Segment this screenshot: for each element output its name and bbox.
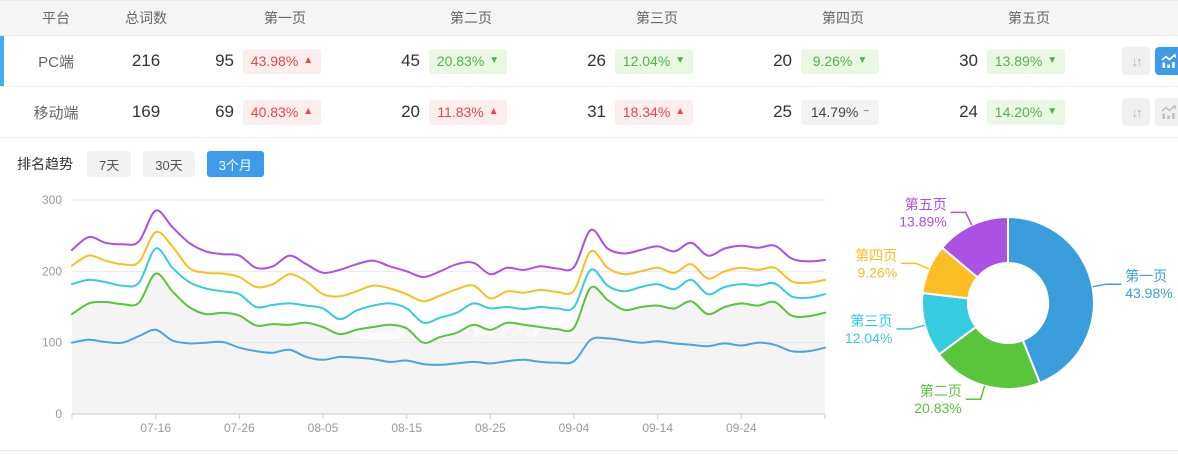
- page3-change-badge: 12.04% ▼: [615, 48, 693, 74]
- page3-cell: 26 12.04% ▼: [564, 48, 750, 74]
- down-arrow-icon: ▼: [489, 54, 500, 66]
- svg-text:第一页: 第一页: [1125, 268, 1167, 284]
- trend-toolbar: 排名趋势 7天 30天 3个月: [0, 138, 1178, 190]
- table-row-mobile[interactable]: 移动端 169 69 40.83% ▲ 20 11.83% ▲ 31 18.34% ▲…: [0, 87, 1178, 138]
- down-arrow-icon: ▼: [857, 54, 868, 66]
- trend-chart-icon: [1161, 53, 1177, 68]
- page5-cell: 24 14.20% ▼: [936, 99, 1122, 125]
- bottom-divider: [0, 450, 1178, 451]
- ranking-table: 平台 总词数 第一页 第二页 第三页 第四页 第五页 PC端 216 95 43…: [0, 0, 1178, 138]
- platform-label: PC端: [38, 53, 74, 71]
- platform-label: 移动端: [33, 104, 79, 122]
- page2-change-badge: 20.83% ▼: [429, 48, 507, 74]
- page3-change-badge: 18.34% ▲: [615, 99, 693, 125]
- down-arrow-icon: ▼: [1047, 105, 1058, 117]
- up-arrow-icon: ▲: [675, 105, 686, 117]
- page2-count: 20: [401, 102, 420, 121]
- header-total-words: 总词数: [125, 10, 167, 26]
- page5-count: 30: [959, 51, 978, 70]
- svg-text:08-25: 08-25: [475, 421, 506, 435]
- svg-text:13.89%: 13.89%: [899, 213, 946, 229]
- page1-change-badge: 43.98% ▲: [243, 48, 321, 74]
- page5-cell: 30 13.89% ▼: [936, 48, 1122, 74]
- header-page5: 第五页: [1008, 10, 1050, 26]
- svg-text:0: 0: [55, 407, 62, 421]
- page2-count: 45: [401, 51, 420, 70]
- svg-text:09-04: 09-04: [559, 421, 590, 435]
- page4-cell: 20 9.26% ▼: [750, 48, 936, 74]
- page2-cell: 45 20.83% ▼: [378, 48, 564, 74]
- svg-text:9.26%: 9.26%: [857, 264, 897, 280]
- svg-text:07-26: 07-26: [224, 421, 255, 435]
- ranking-trend-line-chart: 爱站网 07-16 07-26 08-05 08-15 08-25 09-04 09-14 09…: [42, 193, 826, 435]
- header-page1: 第一页: [264, 10, 306, 26]
- svg-text:08-05: 08-05: [308, 421, 339, 435]
- svg-text:第五页: 第五页: [905, 196, 947, 212]
- page2-cell: 20 11.83% ▲: [378, 99, 564, 125]
- page4-count: 20: [773, 51, 792, 70]
- trend-chart-icon: [1161, 104, 1177, 119]
- total-words-value: 216: [131, 51, 161, 70]
- svg-text:20.83%: 20.83%: [914, 400, 961, 416]
- page1-count: 69: [215, 102, 234, 121]
- row-actions: ↓↑: [1122, 47, 1178, 75]
- sort-button[interactable]: ↓↑: [1122, 98, 1150, 126]
- header-page4: 第四页: [822, 10, 864, 26]
- page1-cell: 95 43.98% ▲: [192, 48, 378, 74]
- svg-text:12.04%: 12.04%: [845, 330, 892, 346]
- svg-text:300: 300: [42, 193, 62, 207]
- tab-3months[interactable]: 3个月: [206, 151, 264, 177]
- page4-cell: 25 14.79% −: [750, 99, 936, 125]
- svg-text:爱站网: 爱站网: [410, 293, 542, 342]
- up-arrow-icon: ▲: [303, 54, 314, 66]
- charts-area: 爱站网 07-16 07-26 08-05 08-15 08-25 09-04 09-14 09…: [0, 190, 1178, 454]
- page2-change-badge: 11.83% ▲: [429, 99, 507, 125]
- svg-text:200: 200: [42, 264, 62, 278]
- page4-change-badge: 9.26% ▼: [801, 48, 879, 74]
- svg-text:43.98%: 43.98%: [1125, 285, 1172, 301]
- svg-text:08-15: 08-15: [391, 421, 422, 435]
- page3-cell: 31 18.34% ▲: [564, 99, 750, 125]
- tab-30days[interactable]: 30天: [143, 151, 195, 177]
- trend-chart-button[interactable]: [1155, 47, 1178, 75]
- page1-cell: 69 40.83% ▲: [192, 99, 378, 125]
- down-arrow-icon: ▼: [1047, 54, 1058, 66]
- page5-count: 24: [959, 102, 978, 121]
- table-header-row: 平台 总词数 第一页 第二页 第三页 第四页 第五页: [0, 0, 1178, 36]
- sort-button[interactable]: ↓↑: [1122, 47, 1150, 75]
- page3-count: 26: [587, 51, 606, 70]
- table-row-pc[interactable]: PC端 216 95 43.98% ▲ 45 20.83% ▼ 26 12.04% ▼…: [0, 36, 1178, 87]
- tab-7days[interactable]: 7天: [87, 151, 132, 177]
- trend-title: 排名趋势: [17, 156, 73, 172]
- svg-text:09-14: 09-14: [642, 421, 673, 435]
- page1-change-badge: 40.83% ▲: [243, 99, 321, 125]
- page4-change-badge: 14.79% −: [801, 99, 879, 125]
- svg-text:第四页: 第四页: [855, 247, 897, 263]
- page3-count: 31: [587, 102, 606, 121]
- svg-text:第三页: 第三页: [850, 313, 892, 329]
- down-arrow-icon: ▼: [675, 54, 686, 66]
- trend-chart-button[interactable]: [1155, 98, 1178, 126]
- svg-text:第二页: 第二页: [920, 383, 962, 399]
- header-platform: 平台: [42, 10, 70, 26]
- header-page2: 第二页: [450, 10, 492, 26]
- page5-change-badge: 13.89% ▼: [987, 48, 1065, 74]
- svg-text:09-24: 09-24: [726, 421, 757, 435]
- page4-count: 25: [773, 102, 792, 121]
- row-actions: ↓↑: [1122, 98, 1178, 126]
- total-words-value: 169: [131, 102, 161, 121]
- page5-change-badge: 14.20% ▼: [987, 99, 1065, 125]
- header-page3: 第三页: [636, 10, 678, 26]
- up-arrow-icon: ▲: [303, 105, 314, 117]
- svg-text:07-16: 07-16: [140, 421, 171, 435]
- flat-dash-icon: −: [863, 105, 870, 117]
- up-arrow-icon: ▲: [488, 105, 499, 117]
- page1-count: 95: [215, 51, 234, 70]
- svg-text:100: 100: [42, 336, 62, 350]
